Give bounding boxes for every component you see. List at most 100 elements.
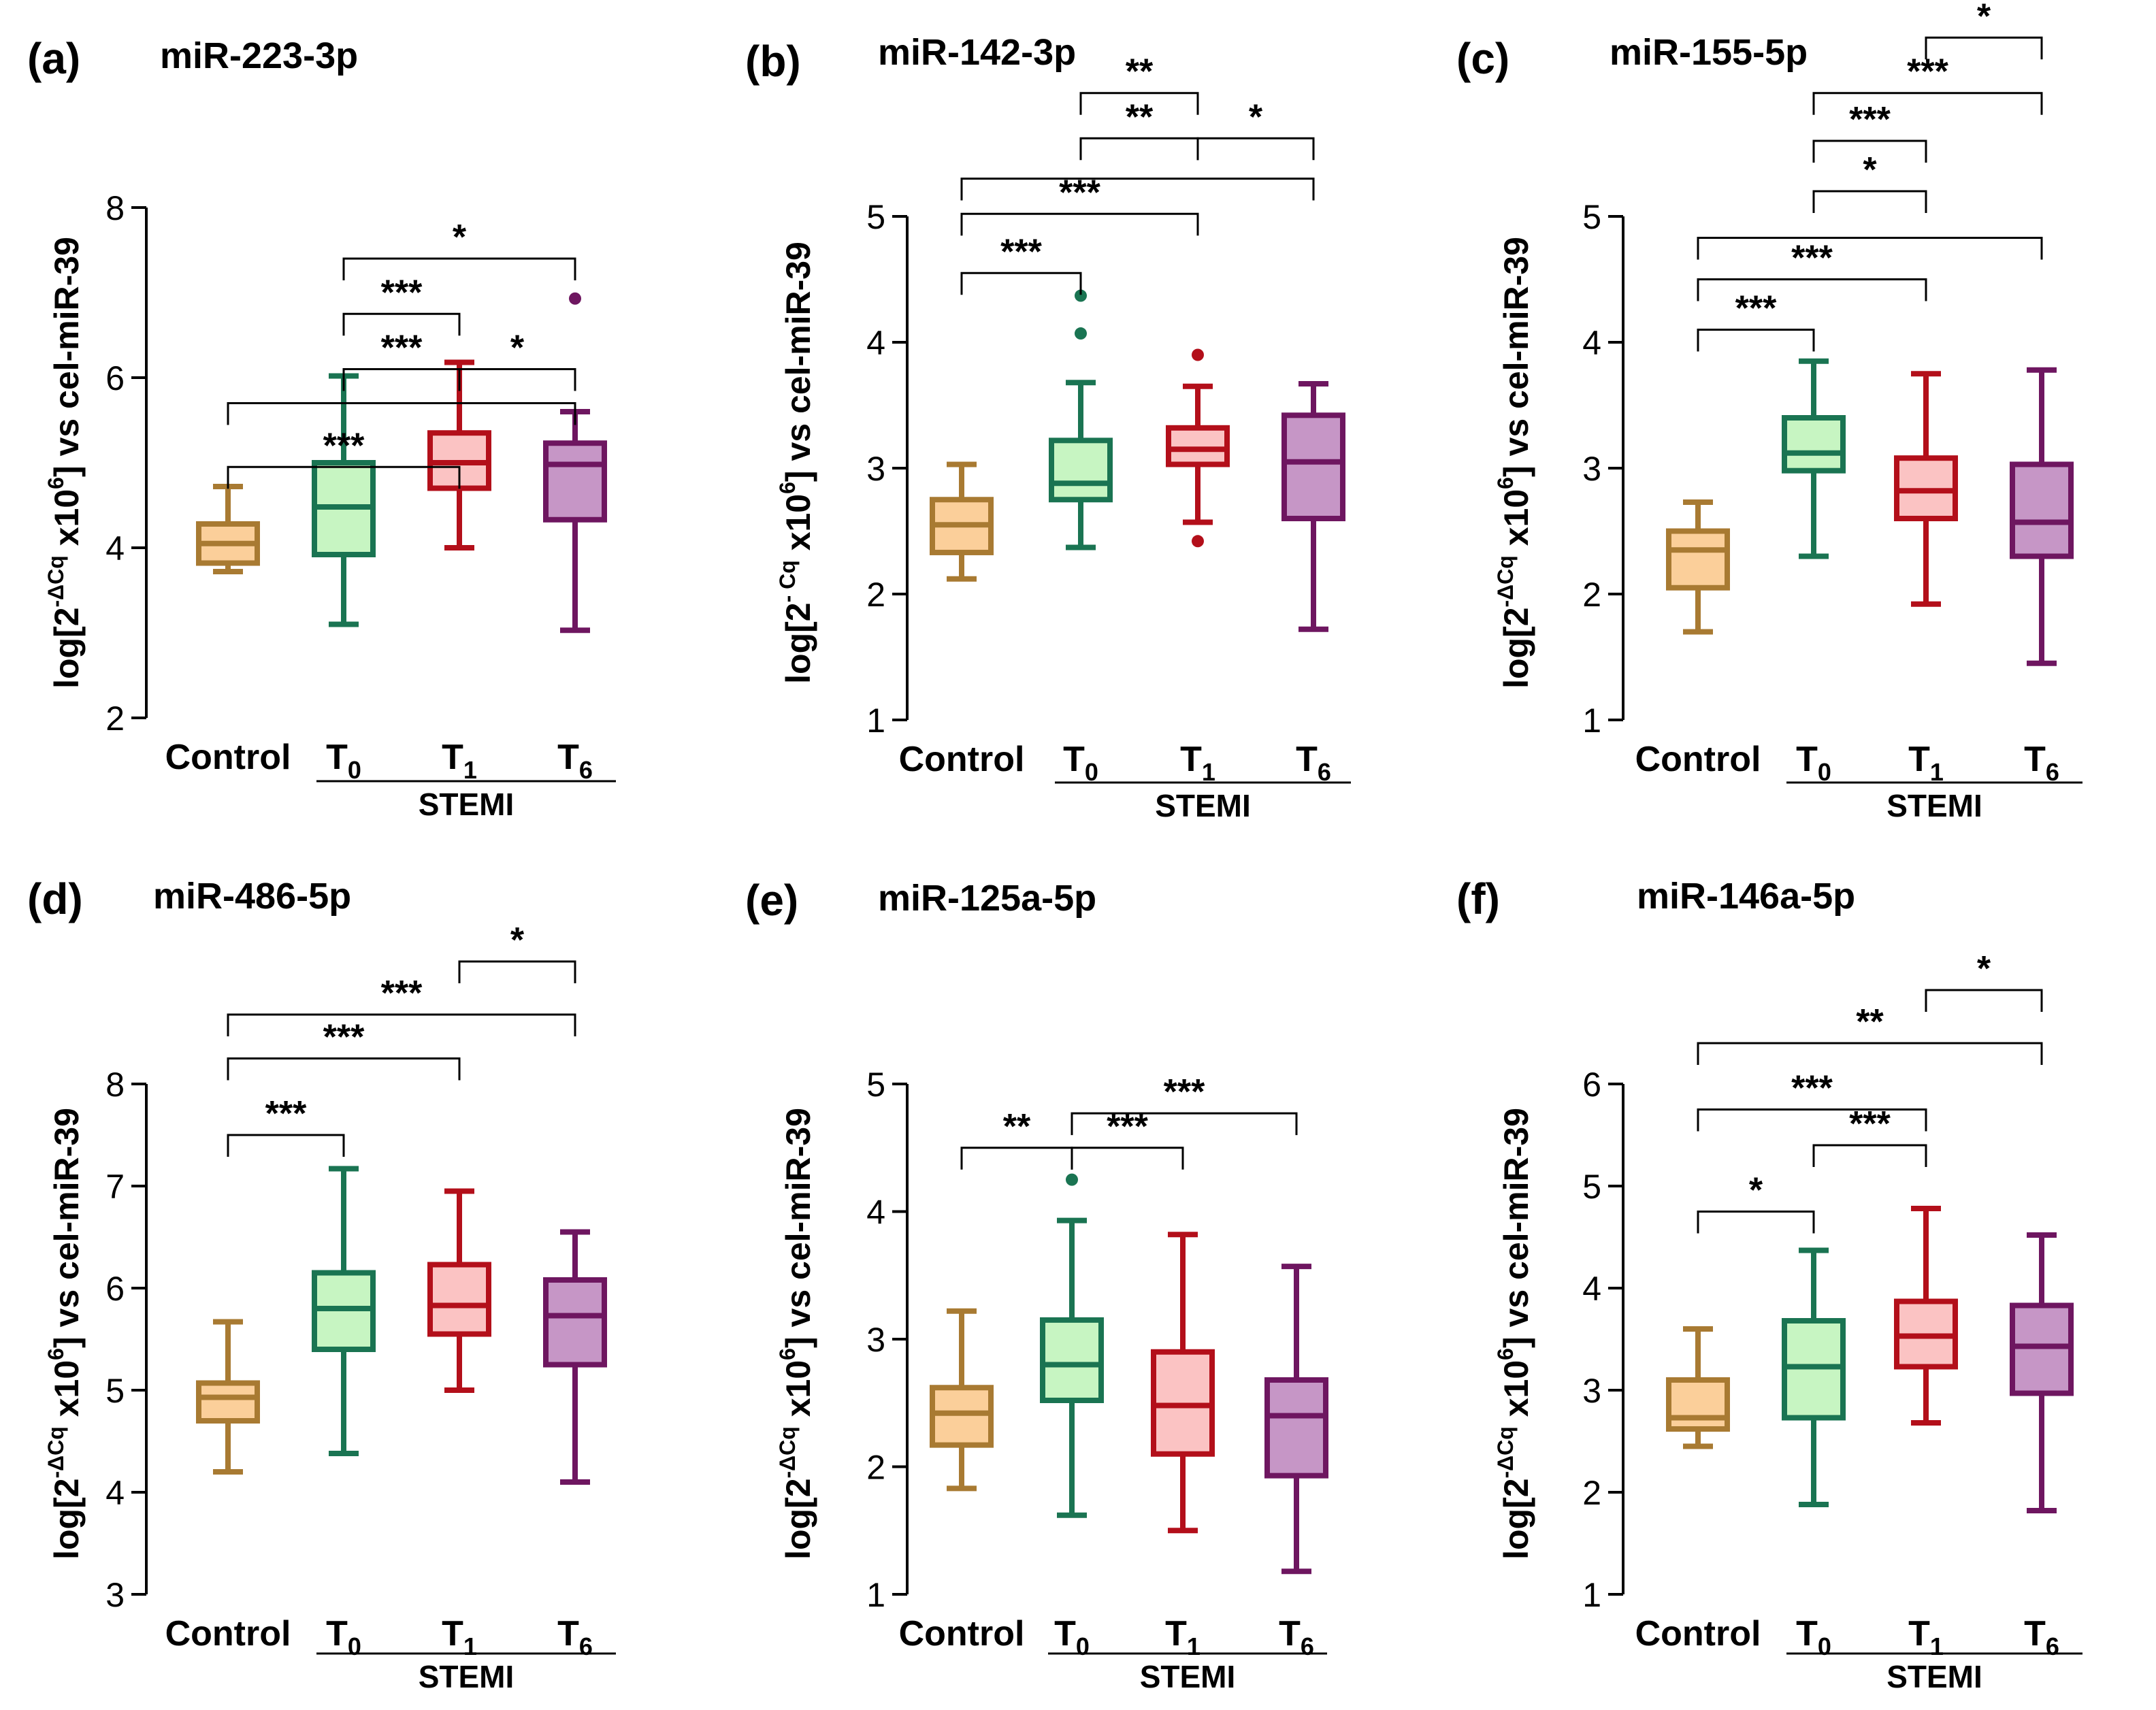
y-tick-label: 4 [105,1474,125,1512]
outlier-point [1192,535,1204,548]
significance-stars: * [453,218,467,257]
chart-title: miR-486-5p [153,876,351,917]
significance-bracket [1697,1211,1815,1234]
panel-label: (e) [745,876,798,925]
x-tick-base: T [1165,1614,1187,1654]
significance-bracket [1079,92,1199,115]
box-iqr [1666,1377,1730,1432]
y-label-part: log[2 [48,607,86,688]
y-tick-label: 6 [1582,1066,1601,1104]
x-tick-subscript: 1 [1202,758,1215,786]
box-iqr [196,1380,260,1424]
x-tick-label: T0 [326,738,361,784]
significance-bracket [342,257,576,280]
box-control [196,1319,260,1475]
y-label-superscript: 6 [1493,477,1518,489]
x-tick-subscript: 6 [579,756,593,784]
y-label-superscript: -ΔCq [44,555,68,607]
box-iqr [2010,461,2074,559]
x-tick-label: T6 [2024,740,2059,786]
x-tick-subscript: 6 [2046,758,2059,786]
box-iqr [543,440,607,523]
significance-bracket [1697,236,2043,260]
outlier-point [569,292,581,305]
y-tick-label: 5 [1582,1168,1601,1206]
y-label-superscript: -ΔCq [775,1426,800,1478]
box-t0 [312,373,376,627]
box-iqr [1782,415,1846,474]
significance-stars: *** [1907,52,1948,92]
x-tick-base: T [1796,1614,1818,1654]
x-tick-subscript: 6 [1301,1632,1314,1660]
x-tick-subscript: 6 [579,1632,593,1660]
panel-label: (f) [1456,874,1500,923]
significance-bracket [342,368,461,391]
box-t6 [543,1229,607,1485]
y-label-superscript: - Cq [775,560,800,602]
y-label-superscript: -ΔCq [1493,555,1518,607]
significance-bracket [960,178,1315,201]
x-tick-subscript: 0 [1085,758,1098,786]
significance-bracket [342,312,461,336]
significance-bracket [227,1057,461,1081]
x-tick-base: Control [165,1614,291,1654]
y-tick-label: 1 [1582,1576,1601,1614]
y-tick-label: 3 [105,1576,125,1614]
x-tick-label: T0 [326,1614,361,1660]
significance-stars: *** [1735,289,1777,329]
y-label-part: log[2 [779,1478,817,1559]
box-iqr [1049,438,1113,503]
x-tick-base: T [1180,740,1202,779]
box-control [1666,1326,1730,1449]
significance-stars: *** [381,329,423,368]
box-iqr [1264,1377,1328,1479]
significance-bracket [458,368,576,391]
y-tick-label: 8 [105,189,125,227]
y-label-part: ] vs cel-miR-39 [48,237,86,477]
y-label-part: x10 [48,1360,86,1426]
group-label: STEMI [419,787,514,822]
y-tick-label: 3 [866,450,885,488]
y-label-superscript: 6 [775,1348,800,1360]
x-tick-base: Control [899,1614,1025,1654]
x-tick-subscript: 1 [1187,1632,1200,1660]
box-t1 [1166,348,1230,548]
significance-bracket [1812,139,1927,163]
y-axis-label: log[2-ΔCq x106] vs cel-miR-39 [775,1108,817,1560]
box-t0 [1040,1173,1104,1518]
outlier-point [1192,348,1204,361]
x-tick-base: T [557,738,579,777]
box-t6 [1264,1264,1328,1575]
box-iqr [2010,1302,2074,1396]
box-control [930,461,994,582]
group-label: STEMI [1155,788,1251,823]
x-tick-label: Control [1635,740,1761,779]
y-label-superscript: -ΔCq [1493,1426,1518,1478]
significance-stars: * [510,921,525,960]
y-tick-label: 2 [105,700,125,738]
y-label-part: log[2 [779,602,817,683]
box-t0 [1049,289,1113,550]
y-tick-label: 5 [1582,198,1601,236]
y-tick-label: 2 [866,1449,885,1487]
y-tick-label: 6 [105,1270,125,1308]
box-t0 [1782,1247,1846,1507]
x-tick-base: Control [899,740,1025,779]
y-tick-label: 2 [866,576,885,614]
box-iqr [1040,1317,1104,1403]
significance-stars: *** [1000,232,1042,272]
outlier-point [1075,327,1087,340]
y-tick-label: 5 [866,198,885,236]
box-control [930,1308,994,1492]
y-axis-label: log[2-ΔCq x106] vs cel-miR-39 [1493,237,1535,689]
y-axis-label: log[2-ΔCq x106] vs cel-miR-39 [44,237,86,689]
x-tick-label: Control [1635,1614,1761,1654]
y-label-part: log[2 [1497,1478,1535,1559]
y-tick-label: 2 [1582,576,1601,614]
box-iqr [930,1385,994,1448]
significance-stars: *** [265,1094,307,1134]
box-iqr [1166,425,1230,467]
group-label: STEMI [1886,788,1982,823]
